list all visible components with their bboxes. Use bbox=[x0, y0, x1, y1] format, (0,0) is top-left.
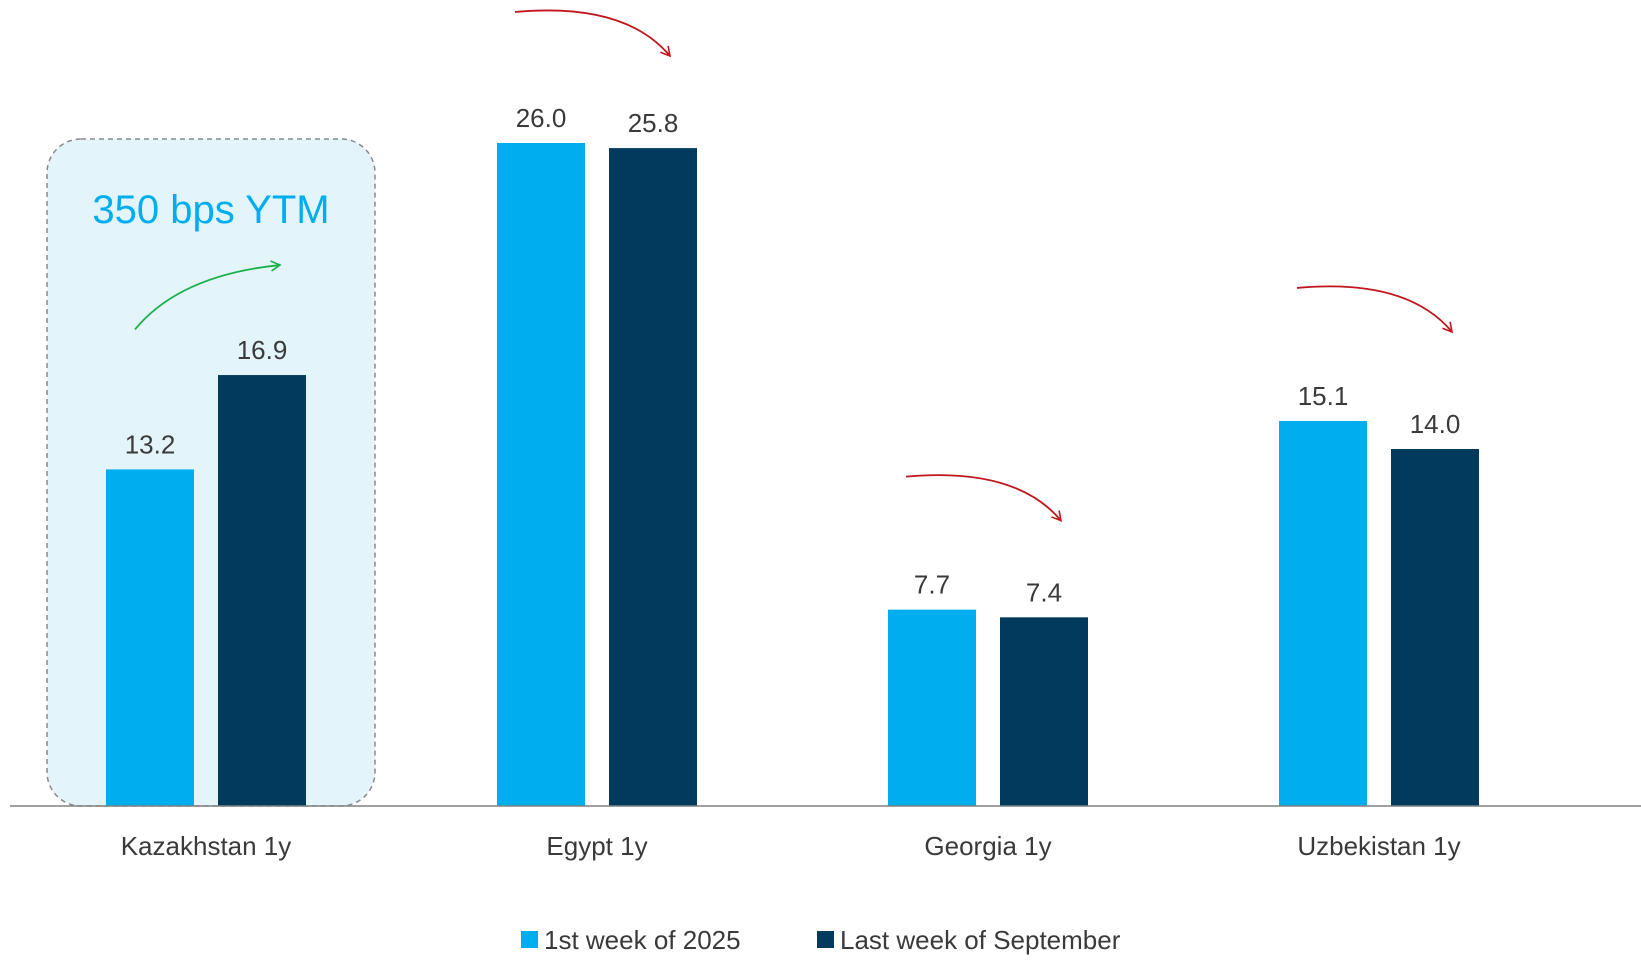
data-label-kazakhstan-1y-series-1: 13.2 bbox=[125, 429, 176, 459]
highlight-group: 350 bps YTM bbox=[46, 138, 376, 807]
category-label-uzbekistan-1y: Uzbekistan 1y bbox=[1297, 831, 1460, 861]
change-arrow-egypt-1y bbox=[514, 9, 672, 58]
category-labels-group: Kazakhstan 1y Egypt 1y Georgia 1y Uzbekista… bbox=[121, 831, 1461, 861]
change-arrow-kazakhstan-1y bbox=[134, 260, 282, 330]
highlight-box bbox=[46, 138, 376, 807]
bar-kazakhstan-1y-series-1 bbox=[106, 469, 194, 806]
bar-uzbekistan-1y-series-2 bbox=[1391, 449, 1479, 806]
data-label-georgia-1y-series-1: 7.7 bbox=[914, 570, 950, 600]
bar-georgia-1y-series-1 bbox=[888, 609, 976, 806]
bar-kazakhstan-1y-series-2 bbox=[218, 375, 306, 806]
data-label-egypt-1y-series-2: 25.8 bbox=[628, 108, 679, 138]
category-label-kazakhstan-1y: Kazakhstan 1y bbox=[121, 831, 292, 861]
highlight-label: 350 bps YTM bbox=[92, 188, 329, 232]
change-arrow-uzbekistan-1y bbox=[1296, 285, 1454, 334]
legend-swatch-series-2 bbox=[817, 931, 834, 948]
category-label-egypt-1y: Egypt 1y bbox=[546, 831, 647, 861]
legend-swatch-series-1 bbox=[521, 931, 538, 948]
data-label-kazakhstan-1y-series-2: 16.9 bbox=[237, 335, 288, 365]
bar-georgia-1y-series-2 bbox=[1000, 617, 1088, 806]
data-label-uzbekistan-1y-series-1: 15.1 bbox=[1298, 381, 1349, 411]
data-label-egypt-1y-series-1: 26.0 bbox=[516, 103, 567, 133]
value-labels-group: 13.2 16.9 26.0 25.8 7.7 7.4 15.1 14.0 bbox=[125, 103, 1461, 607]
change-arrow-georgia-1y bbox=[905, 474, 1063, 522]
legend-label-series-2: Last week of September bbox=[840, 925, 1121, 955]
bar-uzbekistan-1y-series-1 bbox=[1279, 420, 1367, 806]
bar-egypt-1y-series-1 bbox=[497, 143, 585, 806]
data-label-georgia-1y-series-2: 7.4 bbox=[1026, 577, 1062, 607]
data-label-uzbekistan-1y-series-2: 14.0 bbox=[1410, 409, 1461, 439]
category-label-georgia-1y: Georgia 1y bbox=[924, 831, 1051, 861]
bar-egypt-1y-series-2 bbox=[609, 148, 697, 807]
legend-label-series-1: 1st week of 2025 bbox=[544, 925, 741, 955]
legend: 1st week of 2025 Last week of September bbox=[521, 925, 1121, 955]
change-arrows-group bbox=[134, 9, 1454, 522]
bars-group bbox=[106, 143, 1479, 807]
